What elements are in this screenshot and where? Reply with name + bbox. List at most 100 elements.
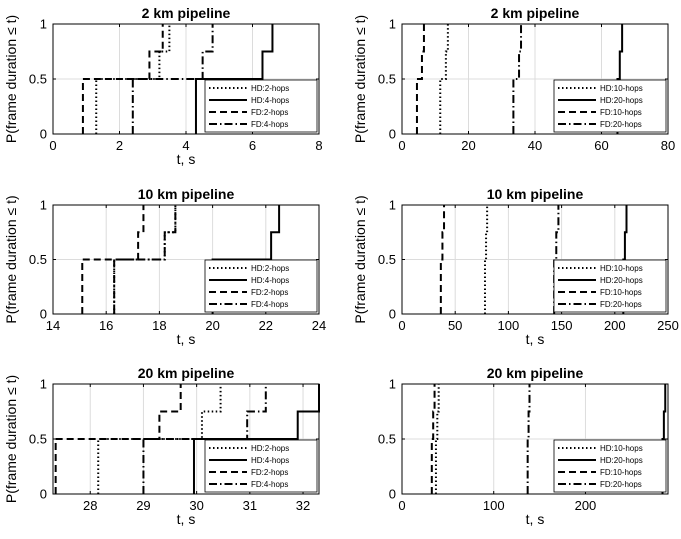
series-line-hd-2-hops: [95, 24, 171, 134]
y-tick-label: 1: [389, 377, 396, 392]
series-line-fd-10-hops: [415, 24, 425, 134]
y-axis-label: P(frame duration ≤ t): [3, 375, 19, 503]
chart-panel-1: 0 2 4 6 8 0 0.5 1 2 km pipeline t, s P(frame durat…: [3, 5, 323, 167]
legend-label: FD:2-hops: [251, 468, 288, 477]
legend-label: FD:20-hops: [600, 480, 642, 489]
legend: HD:2-hops HD:4-hops FD:2-hops FD:4-hops: [204, 259, 318, 313]
chart-panel-5: 28 29 30 31 32 0 0.5 1 20 km pipeline t, s P(frame…: [3, 365, 320, 527]
legend-box: [553, 439, 667, 493]
legend-label: HD:2-hops: [251, 264, 289, 273]
y-tick-label: 0: [389, 487, 396, 502]
y-tick-label: 0: [40, 487, 47, 502]
x-axis-label: t, s: [526, 331, 545, 347]
series-line-fd-20-hops: [526, 384, 531, 494]
legend-label: FD:4-hops: [251, 300, 288, 309]
x-tick-label: 24: [312, 318, 326, 333]
y-tick-label: 0.5: [378, 432, 396, 447]
x-tick-label: 2: [116, 138, 123, 153]
x-tick-label: 20: [461, 138, 475, 153]
legend-label: HD:10-hops: [600, 444, 643, 453]
x-tick-label: 0: [398, 498, 405, 513]
series-line-fd-4-hops: [113, 205, 177, 314]
x-tick-label: 60: [594, 138, 608, 153]
chart-panel-2: 0 20 40 60 80 0 0.5 1 2 km pipeline P(frame durat…: [352, 5, 675, 153]
x-tick-label: 30: [189, 498, 203, 513]
x-tick-label: 31: [243, 498, 257, 513]
x-tick-label: 50: [448, 318, 462, 333]
series-line-hd-2-hops: [113, 205, 177, 314]
x-tick-label: 200: [575, 498, 597, 513]
x-tick-label: 250: [657, 318, 679, 333]
legend-label: HD:2-hops: [251, 444, 289, 453]
y-tick-label: 0.5: [29, 432, 47, 447]
legend-label: HD:20-hops: [600, 276, 643, 285]
chart-title: 2 km pipeline: [142, 5, 231, 21]
legend-label: FD:4-hops: [251, 480, 288, 489]
legend-label: HD:4-hops: [251, 456, 289, 465]
legend-box: [553, 79, 667, 133]
y-tick-label: 1: [389, 198, 396, 213]
chart-title: 20 km pipeline: [138, 365, 235, 381]
legend-label: HD:20-hops: [600, 456, 643, 465]
legend-label: FD:10-hops: [600, 468, 642, 477]
legend-label: FD:2-hops: [251, 288, 288, 297]
y-axis-label: P(frame duration ≤ t): [3, 195, 19, 323]
legend-label: FD:10-hops: [600, 108, 642, 117]
y-tick-label: 0.5: [378, 252, 396, 267]
x-tick-label: 200: [604, 318, 626, 333]
chart-panel-3: 14 16 18 20 22 24 0 0.5 1 10 km pipeline t, s P(fra…: [3, 186, 326, 347]
x-tick-label: 0: [49, 138, 56, 153]
legend-box: [204, 259, 318, 313]
x-tick-label: 80: [661, 138, 675, 153]
y-tick-label: 0.5: [378, 72, 396, 87]
x-tick-label: 4: [182, 138, 189, 153]
y-tick-label: 1: [40, 17, 47, 32]
legend-box: [204, 79, 318, 133]
x-tick-label: 40: [528, 138, 542, 153]
x-tick-label: 100: [498, 318, 520, 333]
chart-panel-4: 0 50 100 150 200 250 0 0.5 1 10 km pipeline t, s P(…: [352, 186, 679, 347]
x-tick-label: 8: [315, 138, 322, 153]
chart-title: 10 km pipeline: [138, 186, 235, 202]
x-tick-label: 29: [136, 498, 150, 513]
y-tick-label: 1: [389, 17, 396, 32]
y-axis-label: P(frame duration ≤ t): [352, 15, 368, 143]
y-tick-label: 0: [40, 127, 47, 142]
chart-title: 20 km pipeline: [487, 365, 584, 381]
chart-title: 2 km pipeline: [491, 5, 580, 21]
x-axis-label: t, s: [526, 511, 545, 527]
legend: HD:10-hops HD:20-hops FD:10-hops FD:20-hops: [553, 259, 667, 313]
legend: HD:2-hops HD:4-hops FD:2-hops FD:4-hops: [204, 439, 318, 493]
legend: HD:10-hops HD:20-hops FD:10-hops FD:20-hops: [553, 79, 667, 133]
x-tick-label: 32: [296, 498, 310, 513]
x-tick-label: 150: [551, 318, 573, 333]
series-line-hd-2-hops: [97, 384, 222, 494]
series-line-fd-10-hops: [430, 384, 436, 494]
x-tick-label: 100: [483, 498, 505, 513]
series-line-hd-4-hops: [194, 24, 274, 134]
y-tick-label: 0.5: [29, 252, 47, 267]
x-tick-label: 16: [99, 318, 113, 333]
legend-label: FD:2-hops: [251, 108, 288, 117]
y-tick-label: 1: [40, 377, 47, 392]
x-tick-label: 0: [398, 138, 405, 153]
series-line-fd-4-hops: [142, 384, 267, 494]
legend-label: HD:4-hops: [251, 96, 289, 105]
series-line-hd-10-hops: [483, 205, 489, 314]
series-line-fd-2-hops: [81, 24, 164, 134]
x-axis-label: t, s: [177, 151, 196, 167]
x-tick-label: 18: [152, 318, 166, 333]
x-tick-label: 14: [46, 318, 60, 333]
x-tick-label: 0: [398, 318, 405, 333]
x-tick-label: 6: [249, 138, 256, 153]
y-tick-label: 1: [40, 198, 47, 213]
legend-label: FD:10-hops: [600, 288, 642, 297]
legend-box: [204, 439, 318, 493]
x-axis-label: t, s: [177, 331, 196, 347]
series-line-fd-10-hops: [439, 205, 446, 314]
legend-label: HD:10-hops: [600, 84, 643, 93]
x-tick-label: 20: [205, 318, 219, 333]
legend-label: HD:4-hops: [251, 276, 289, 285]
series-line-fd-2-hops: [81, 205, 145, 314]
